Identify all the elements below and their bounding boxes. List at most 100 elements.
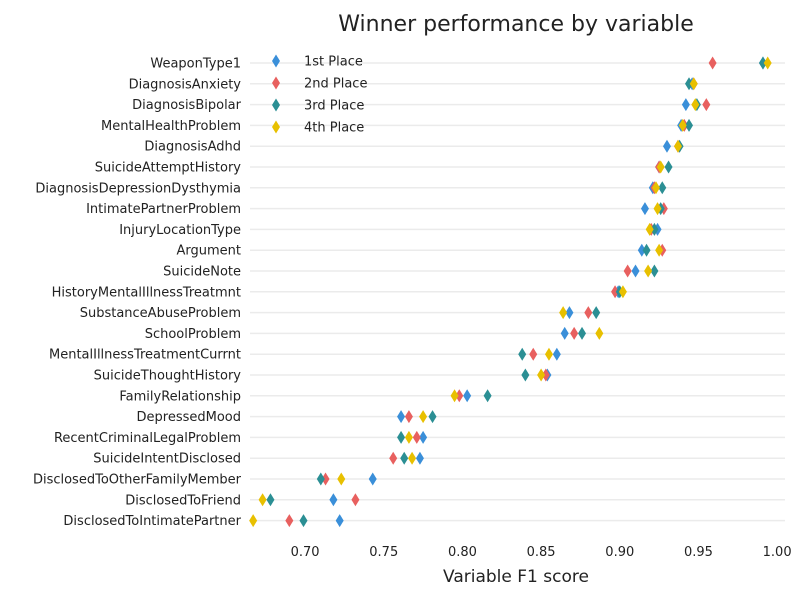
data-point [483, 389, 492, 403]
y-tick-label: WeaponType1 [150, 57, 241, 72]
data-point [544, 347, 553, 361]
data-point [650, 222, 659, 236]
legend-label: 1st Place [304, 55, 363, 70]
data-point [337, 472, 346, 486]
data-point [664, 160, 673, 174]
data-point [321, 472, 330, 486]
y-tick-label: SuicideThoughtHistory [94, 369, 242, 384]
data-points [249, 56, 772, 528]
gridlines [250, 62, 785, 522]
legend-marker [272, 98, 280, 112]
data-point [656, 160, 665, 174]
y-tick-label: DiagnosisBipolar [132, 98, 242, 113]
legend-marker [272, 76, 280, 90]
data-point [631, 264, 640, 278]
legend: 1st Place 2nd Place 3rd Place 4th Place [272, 54, 367, 136]
data-point [655, 243, 664, 257]
data-point [763, 56, 772, 70]
y-tick-labels: WeaponType1 DiagnosisAnxiety DiagnosisBipo… [33, 57, 242, 530]
y-tick-label: DisclosedToIntimatePartner [63, 514, 241, 529]
data-point [249, 514, 258, 528]
data-point [637, 243, 646, 257]
data-point [653, 202, 662, 216]
data-point [397, 430, 406, 444]
y-tick-label: DepressedMood [137, 410, 242, 425]
data-point [404, 430, 413, 444]
data-point [428, 410, 437, 424]
y-tick-label: RecentCriminalLegalProblem [54, 431, 241, 446]
data-point [400, 451, 409, 465]
data-point [642, 243, 651, 257]
data-point [368, 472, 377, 486]
data-point [578, 326, 587, 340]
data-point [537, 368, 546, 382]
data-point [592, 306, 601, 320]
data-point [415, 451, 424, 465]
data-point [674, 139, 682, 153]
x-tick-label: 0.95 [684, 545, 713, 560]
data-point [463, 389, 472, 403]
data-point [678, 118, 687, 132]
data-point [623, 264, 632, 278]
data-point [611, 285, 620, 299]
data-point [335, 514, 344, 528]
data-point [521, 368, 530, 382]
x-tick-label: 0.90 [605, 545, 634, 560]
legend-marker [272, 120, 280, 134]
data-point [691, 98, 700, 112]
data-point [685, 118, 694, 132]
data-point [258, 493, 267, 507]
y-tick-label: SchoolProblem [145, 327, 241, 342]
x-tick-label: 0.80 [448, 545, 477, 560]
y-tick-label: DiagnosisDepressionDysthymia [35, 181, 241, 196]
data-point [299, 514, 308, 528]
data-point [412, 430, 421, 444]
x-tick-label: 0.75 [369, 545, 398, 560]
data-point [552, 347, 561, 361]
data-point [560, 326, 569, 340]
data-point [266, 493, 275, 507]
data-point [518, 347, 527, 361]
data-point [529, 347, 538, 361]
y-tick-label: DisclosedToFriend [125, 493, 241, 508]
y-tick-label: SuicideAttemptHistory [95, 161, 242, 176]
data-point [408, 451, 417, 465]
data-point [559, 306, 568, 320]
data-point [404, 410, 413, 424]
data-point [644, 264, 653, 278]
data-point [662, 139, 671, 153]
y-tick-label: InjuryLocationType [119, 223, 241, 238]
data-point [651, 181, 660, 195]
data-point [640, 202, 649, 216]
legend-label: 3rd Place [304, 99, 364, 114]
data-point [419, 410, 428, 424]
y-tick-label: SubstanceAbuseProblem [80, 306, 241, 321]
data-point [708, 56, 717, 70]
y-tick-label: HistoryMentalIllnessTreatmnt [52, 285, 241, 300]
legend-marker [272, 54, 280, 68]
x-tick-labels: 0.70 0.75 0.80 0.85 0.90 0.95 1.00 [291, 545, 792, 560]
y-tick-label: FamilyRelationship [119, 389, 241, 404]
data-point [455, 389, 464, 403]
legend-label: 2nd Place [304, 77, 367, 92]
data-point [570, 326, 579, 340]
y-tick-label: DiagnosisAnxiety [129, 77, 242, 92]
data-point [650, 264, 659, 278]
x-axis-label: Variable F1 score [443, 567, 589, 587]
data-point [685, 77, 694, 91]
y-tick-label: SuicideNote [163, 265, 241, 280]
data-point [389, 451, 398, 465]
chart-title: Winner performance by variable [338, 12, 693, 37]
data-point [658, 181, 667, 195]
data-point [758, 56, 767, 70]
data-point [618, 285, 627, 299]
data-point [681, 98, 690, 112]
data-point [450, 389, 459, 403]
data-point [584, 306, 593, 320]
x-tick-label: 0.70 [291, 545, 320, 560]
data-point [316, 472, 325, 486]
data-point [595, 326, 604, 340]
data-point [689, 77, 698, 91]
data-point [541, 368, 550, 382]
x-tick-label: 0.85 [527, 545, 556, 560]
